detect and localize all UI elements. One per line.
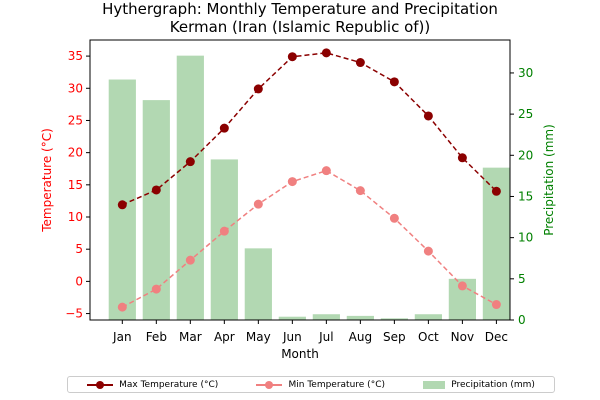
precipitation-bar	[414, 314, 442, 320]
left-tick-label: 35	[68, 49, 83, 63]
left-tick-label: 5	[75, 242, 83, 256]
min-temp-point	[389, 213, 399, 223]
min-temp-point	[219, 226, 229, 236]
max-temp-point	[185, 157, 195, 167]
right-tick-label: 5	[518, 272, 526, 286]
max-temp-point	[151, 185, 161, 195]
right-tick-label: 20	[518, 148, 533, 162]
plot-frame	[89, 39, 511, 321]
left-tick-label: 15	[68, 178, 83, 192]
x-tick-label: May	[246, 330, 271, 344]
x-tick-label: Dec	[485, 330, 508, 344]
x-tick-label: Jun	[282, 330, 302, 344]
legend-item-precipitation: Precipitation (mm)	[423, 380, 535, 390]
right-axis-label: Precipitation (mm)	[542, 124, 556, 236]
right-tick-label: 10	[518, 231, 533, 245]
max-temp-point	[355, 58, 365, 68]
left-tick-label: −5	[65, 307, 83, 321]
legend-item-min-temp: Min Temperature (°C)	[256, 380, 385, 390]
legend-label-min-temp: Min Temperature (°C)	[288, 379, 385, 390]
chart-title: Hythergraph: Monthly Temperature and Pre…	[102, 0, 498, 18]
legend-item-max-temp: Max Temperature (°C)	[87, 380, 218, 390]
min-temp-point	[117, 302, 127, 312]
left-axis-label: Temperature (°C)	[40, 128, 54, 232]
left-tick-label: 25	[68, 113, 83, 127]
min-temp-point	[287, 177, 297, 187]
legend-label-max-temp: Max Temperature (°C)	[119, 379, 219, 390]
x-tick-label: Aug	[349, 330, 372, 344]
axes: −5 0 5 10 15 20 25 30 35 0 5 10 15 20 25 30 Jan Feb Mar Apr…	[65, 49, 533, 344]
max-temp-point	[219, 123, 229, 133]
max-temp-point	[253, 84, 263, 94]
precipitation-bar	[108, 79, 136, 320]
left-tick-label: 20	[68, 146, 83, 160]
min-temp-point	[151, 284, 161, 294]
x-tick-label: Jan	[112, 330, 132, 344]
precipitation-swatch	[423, 380, 446, 389]
right-tick-label: 15	[518, 189, 533, 203]
precipitation-bar	[380, 318, 408, 320]
max-temp-point	[321, 48, 331, 58]
legend: Max Temperature (°C) Min Temperature (°C…	[67, 376, 555, 393]
x-tick-label: Mar	[179, 330, 202, 344]
max-temp-point	[117, 200, 127, 210]
max-temp-point	[491, 186, 501, 196]
min-temp-point	[423, 246, 433, 256]
min-temp-point	[321, 166, 331, 176]
precipitation-bar	[346, 315, 374, 320]
right-tick-label: 30	[518, 66, 533, 80]
right-tick-label: 25	[518, 107, 533, 121]
x-axis-label: Month	[281, 347, 319, 361]
min-temp-swatch	[256, 380, 283, 390]
left-tick-label: 30	[68, 81, 83, 95]
min-temp-line	[121, 169, 497, 308]
max-temp-point	[389, 77, 399, 87]
temperature-lines	[117, 48, 501, 312]
min-temp-point	[491, 300, 501, 310]
left-tick-label: 0	[75, 274, 83, 288]
x-tick-label: Nov	[451, 330, 474, 344]
min-temp-point	[355, 186, 365, 196]
x-tick-label: Oct	[418, 330, 439, 344]
legend-label-precipitation: Precipitation (mm)	[451, 379, 535, 390]
max-temp-point	[423, 111, 433, 121]
x-tick-label: Apr	[214, 330, 235, 344]
precipitation-bar	[244, 248, 272, 320]
chart-subtitle: Kerman (Iran (Islamic Republic of))	[169, 18, 431, 36]
max-temp-point	[287, 52, 297, 62]
x-tick-label: Feb	[146, 330, 167, 344]
min-temp-point	[253, 199, 263, 209]
min-temp-point	[457, 281, 467, 291]
precipitation-bar	[142, 100, 170, 320]
x-tick-label: Sep	[383, 330, 406, 344]
max-temp-point	[457, 153, 467, 163]
precipitation-bar	[176, 55, 204, 320]
precipitation-bar	[278, 316, 306, 320]
x-tick-label: Jul	[318, 330, 333, 344]
max-temp-line	[122, 52, 497, 206]
min-temp-point	[185, 255, 195, 265]
precipitation-bar	[312, 314, 340, 320]
precipitation-bars	[108, 55, 510, 320]
right-tick-label: 0	[518, 313, 526, 327]
max-temp-swatch	[87, 380, 114, 390]
left-tick-label: 10	[68, 210, 83, 224]
